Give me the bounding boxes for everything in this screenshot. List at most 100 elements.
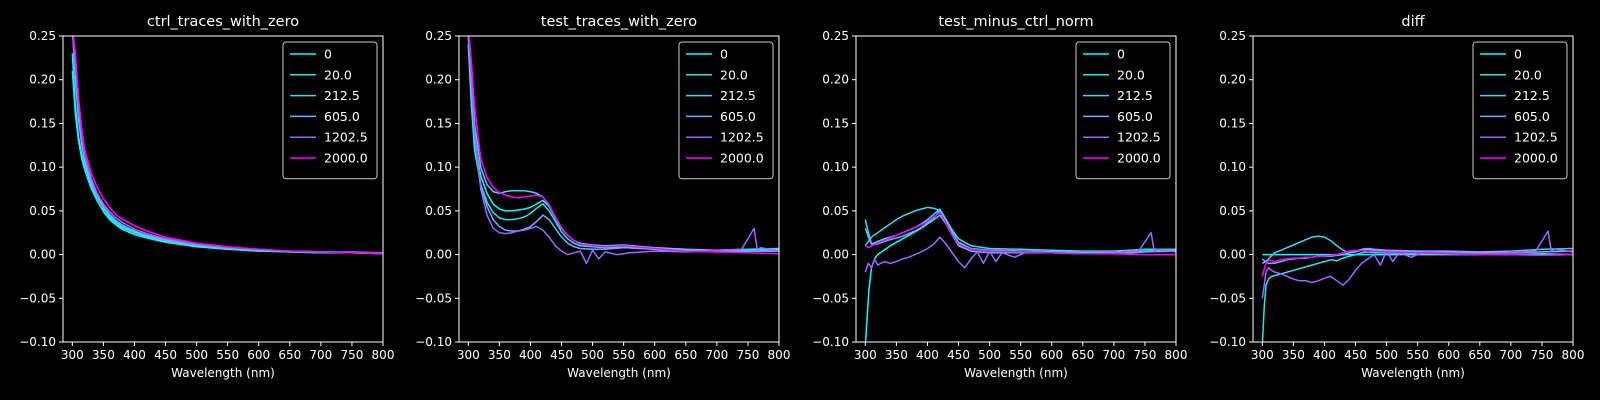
series-line-2000.0 [1261,249,1573,277]
y-tick-label: 0.15 [425,116,452,130]
x-tick-label: 450 [947,348,970,362]
x-tick-label: 550 [216,348,239,362]
legend-label: 212.5 [324,88,360,103]
series-line-1202.5 [1261,230,1573,299]
legend: 0 20.0 212.5 605.0 1202.5 2000.0 [1075,41,1171,180]
legend-label: 2000.0 [720,151,764,166]
y-tick-label: −0.05 [1209,291,1246,305]
x-tick-label: 750 [340,348,363,362]
axes-frame [62,35,384,343]
x-tick-label: 800 [1165,348,1188,362]
legend-label: 1202.5 [720,130,764,145]
x-tick-label: 300 [457,348,480,362]
legend-label: 605.0 [1514,109,1550,124]
x-tick-label: 500 [1375,348,1398,362]
legend-label: 605.0 [1117,109,1153,124]
y-tick-label: −0.05 [19,291,56,305]
legend-box [1472,41,1568,180]
axes-frame [855,35,1177,343]
x-tick-label: 500 [978,348,1001,362]
x-tick-label: 600 [643,348,666,362]
y-tick-label: 0.15 [29,116,56,130]
x-tick-label: 800 [1562,348,1585,362]
x-tick-label: 550 [1406,348,1429,362]
chart-title: test_traces_with_zero [541,14,698,30]
y-tick-label: −0.10 [1209,335,1246,349]
x-tick-label: 800 [372,348,395,362]
y-tick-label: 0.10 [1219,160,1246,174]
series-group [71,36,383,255]
legend-label: 212.5 [1117,88,1153,103]
x-tick-label: 700 [1102,348,1125,362]
axes-frame [1252,35,1574,343]
legend: 0 20.0 212.5 605.0 1202.5 2000.0 [1472,41,1568,180]
x-tick-label: 650 [1468,348,1491,362]
chart-panel-1: 300 350 400 450 500 550 600 650 700 750 800 −0.10 −0… [19,14,394,380]
x-tick-label: 700 [309,348,332,362]
y-tick-label: 0.20 [1219,73,1246,87]
legend-label: 20.0 [324,67,352,82]
y-tick-label: 0.25 [822,29,849,43]
y-tick-label: 0.00 [1219,248,1246,262]
x-tick-label: 300 [61,348,84,362]
series-line-2000.0 [72,36,383,255]
y-tick-label: 0.15 [1219,116,1246,130]
legend-label: 212.5 [720,88,756,103]
x-axis-label: Wavelength (nm) [567,366,671,380]
y-tick-label: 0.25 [1219,29,1246,43]
y-tick-label: −0.10 [19,335,56,349]
legend-label: 2000.0 [1117,151,1161,166]
x-tick-label: 750 [736,348,759,362]
y-tick-label: 0.10 [29,160,56,174]
legend-label: 2000.0 [324,151,368,166]
x-axis-label: Wavelength (nm) [171,366,275,380]
chart-title: test_minus_ctrl_norm [938,14,1093,30]
legend-label: 605.0 [324,109,360,124]
y-tick-label: 0.00 [822,248,849,262]
x-tick-label: 700 [1499,348,1522,362]
series-group [864,206,1176,342]
legend-label: 20.0 [1117,67,1145,82]
legend-label: 0 [1117,47,1125,62]
y-tick-label: 0.05 [822,204,849,218]
x-tick-label: 600 [247,348,270,362]
y-tick-label: 0.05 [29,204,56,218]
legend-label: 2000.0 [1514,151,1558,166]
x-tick-label: 400 [123,348,146,362]
x-tick-label: 650 [278,348,301,362]
chart-panel-3: 300 350 400 450 500 550 600 650 700 750 800 −0.10 −0… [812,14,1187,380]
legend-label: 1202.5 [1514,130,1558,145]
legend-label: 605.0 [720,109,756,124]
y-tick-label: 0.20 [425,73,452,87]
x-tick-label: 550 [1009,348,1032,362]
x-tick-label: 300 [1251,348,1274,362]
series-line-605.0 [468,36,779,253]
legend-box [282,41,378,180]
chart-title: ctrl_traces_with_zero [147,14,299,30]
panels: 300 350 400 450 500 550 600 650 700 750 800 −0.10 −0… [19,14,1584,380]
series-line-2000.0 [468,36,779,255]
x-tick-label: 400 [1313,348,1336,362]
x-tick-label: 600 [1437,348,1460,362]
y-tick-label: −0.10 [812,335,849,349]
x-tick-label: 450 [1344,348,1367,362]
x-tick-label: 650 [1071,348,1094,362]
x-tick-label: 350 [885,348,908,362]
x-tick-label: 550 [612,348,635,362]
y-tick-label: −0.05 [415,291,452,305]
y-tick-label: 0.25 [29,29,56,43]
x-tick-label: 700 [705,348,728,362]
legend-label: 0 [720,47,728,62]
x-tick-label: 400 [519,348,542,362]
legend-box [678,41,774,180]
legend-label: 1202.5 [1117,130,1161,145]
x-tick-label: 450 [550,348,573,362]
x-tick-label: 400 [916,348,939,362]
series-group [467,36,779,265]
x-tick-label: 350 [92,348,115,362]
x-tick-label: 350 [1282,348,1305,362]
y-tick-label: 0.05 [425,204,452,218]
legend: 0 20.0 212.5 605.0 1202.5 2000.0 [282,41,378,180]
x-tick-label: 450 [154,348,177,362]
